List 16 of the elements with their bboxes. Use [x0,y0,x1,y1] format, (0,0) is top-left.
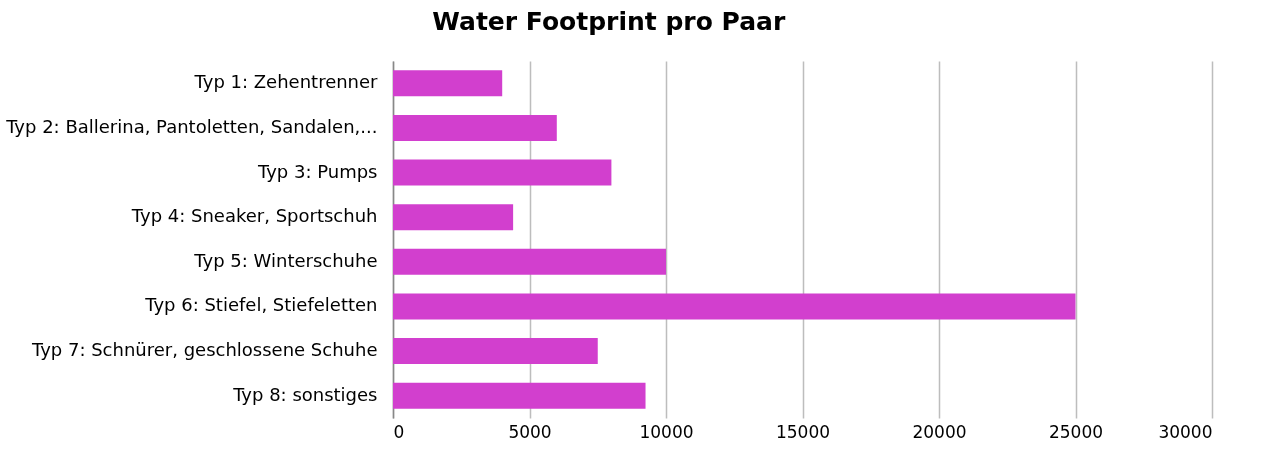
y-tick-label: Typ 6: Stiefel, Stiefeletten [144,294,378,316]
y-tick-label: Typ 7: Schnürer, geschlossene Schuhe [30,339,378,361]
x-tick-label: 0 [393,421,405,442]
y-tick-label: Typ 1: Zehentrenner [193,71,379,93]
y-tick-label: Typ 4: Sneaker, Sportschuh [130,205,378,227]
y-tick-label: Typ 5: Winterschuhe [193,249,378,271]
y-tick-label: Typ 2: Ballerina, Pantoletten, Sandalen,... [5,115,378,137]
x-tick-label: 15000 [775,421,831,442]
x-tick-label: 30000 [1158,421,1213,442]
x-tick-label: 25000 [1048,421,1104,442]
x-tick-label: 5000 [508,421,552,442]
x-tick-label: 10000 [639,421,694,442]
chart-title: Water Footprint pro Paar [432,7,786,36]
y-tick-label: Typ 8: sonstiges [232,383,378,405]
y-tick-label: Typ 3: Pumps [256,160,378,182]
x-tick-label: 20000 [912,421,967,442]
